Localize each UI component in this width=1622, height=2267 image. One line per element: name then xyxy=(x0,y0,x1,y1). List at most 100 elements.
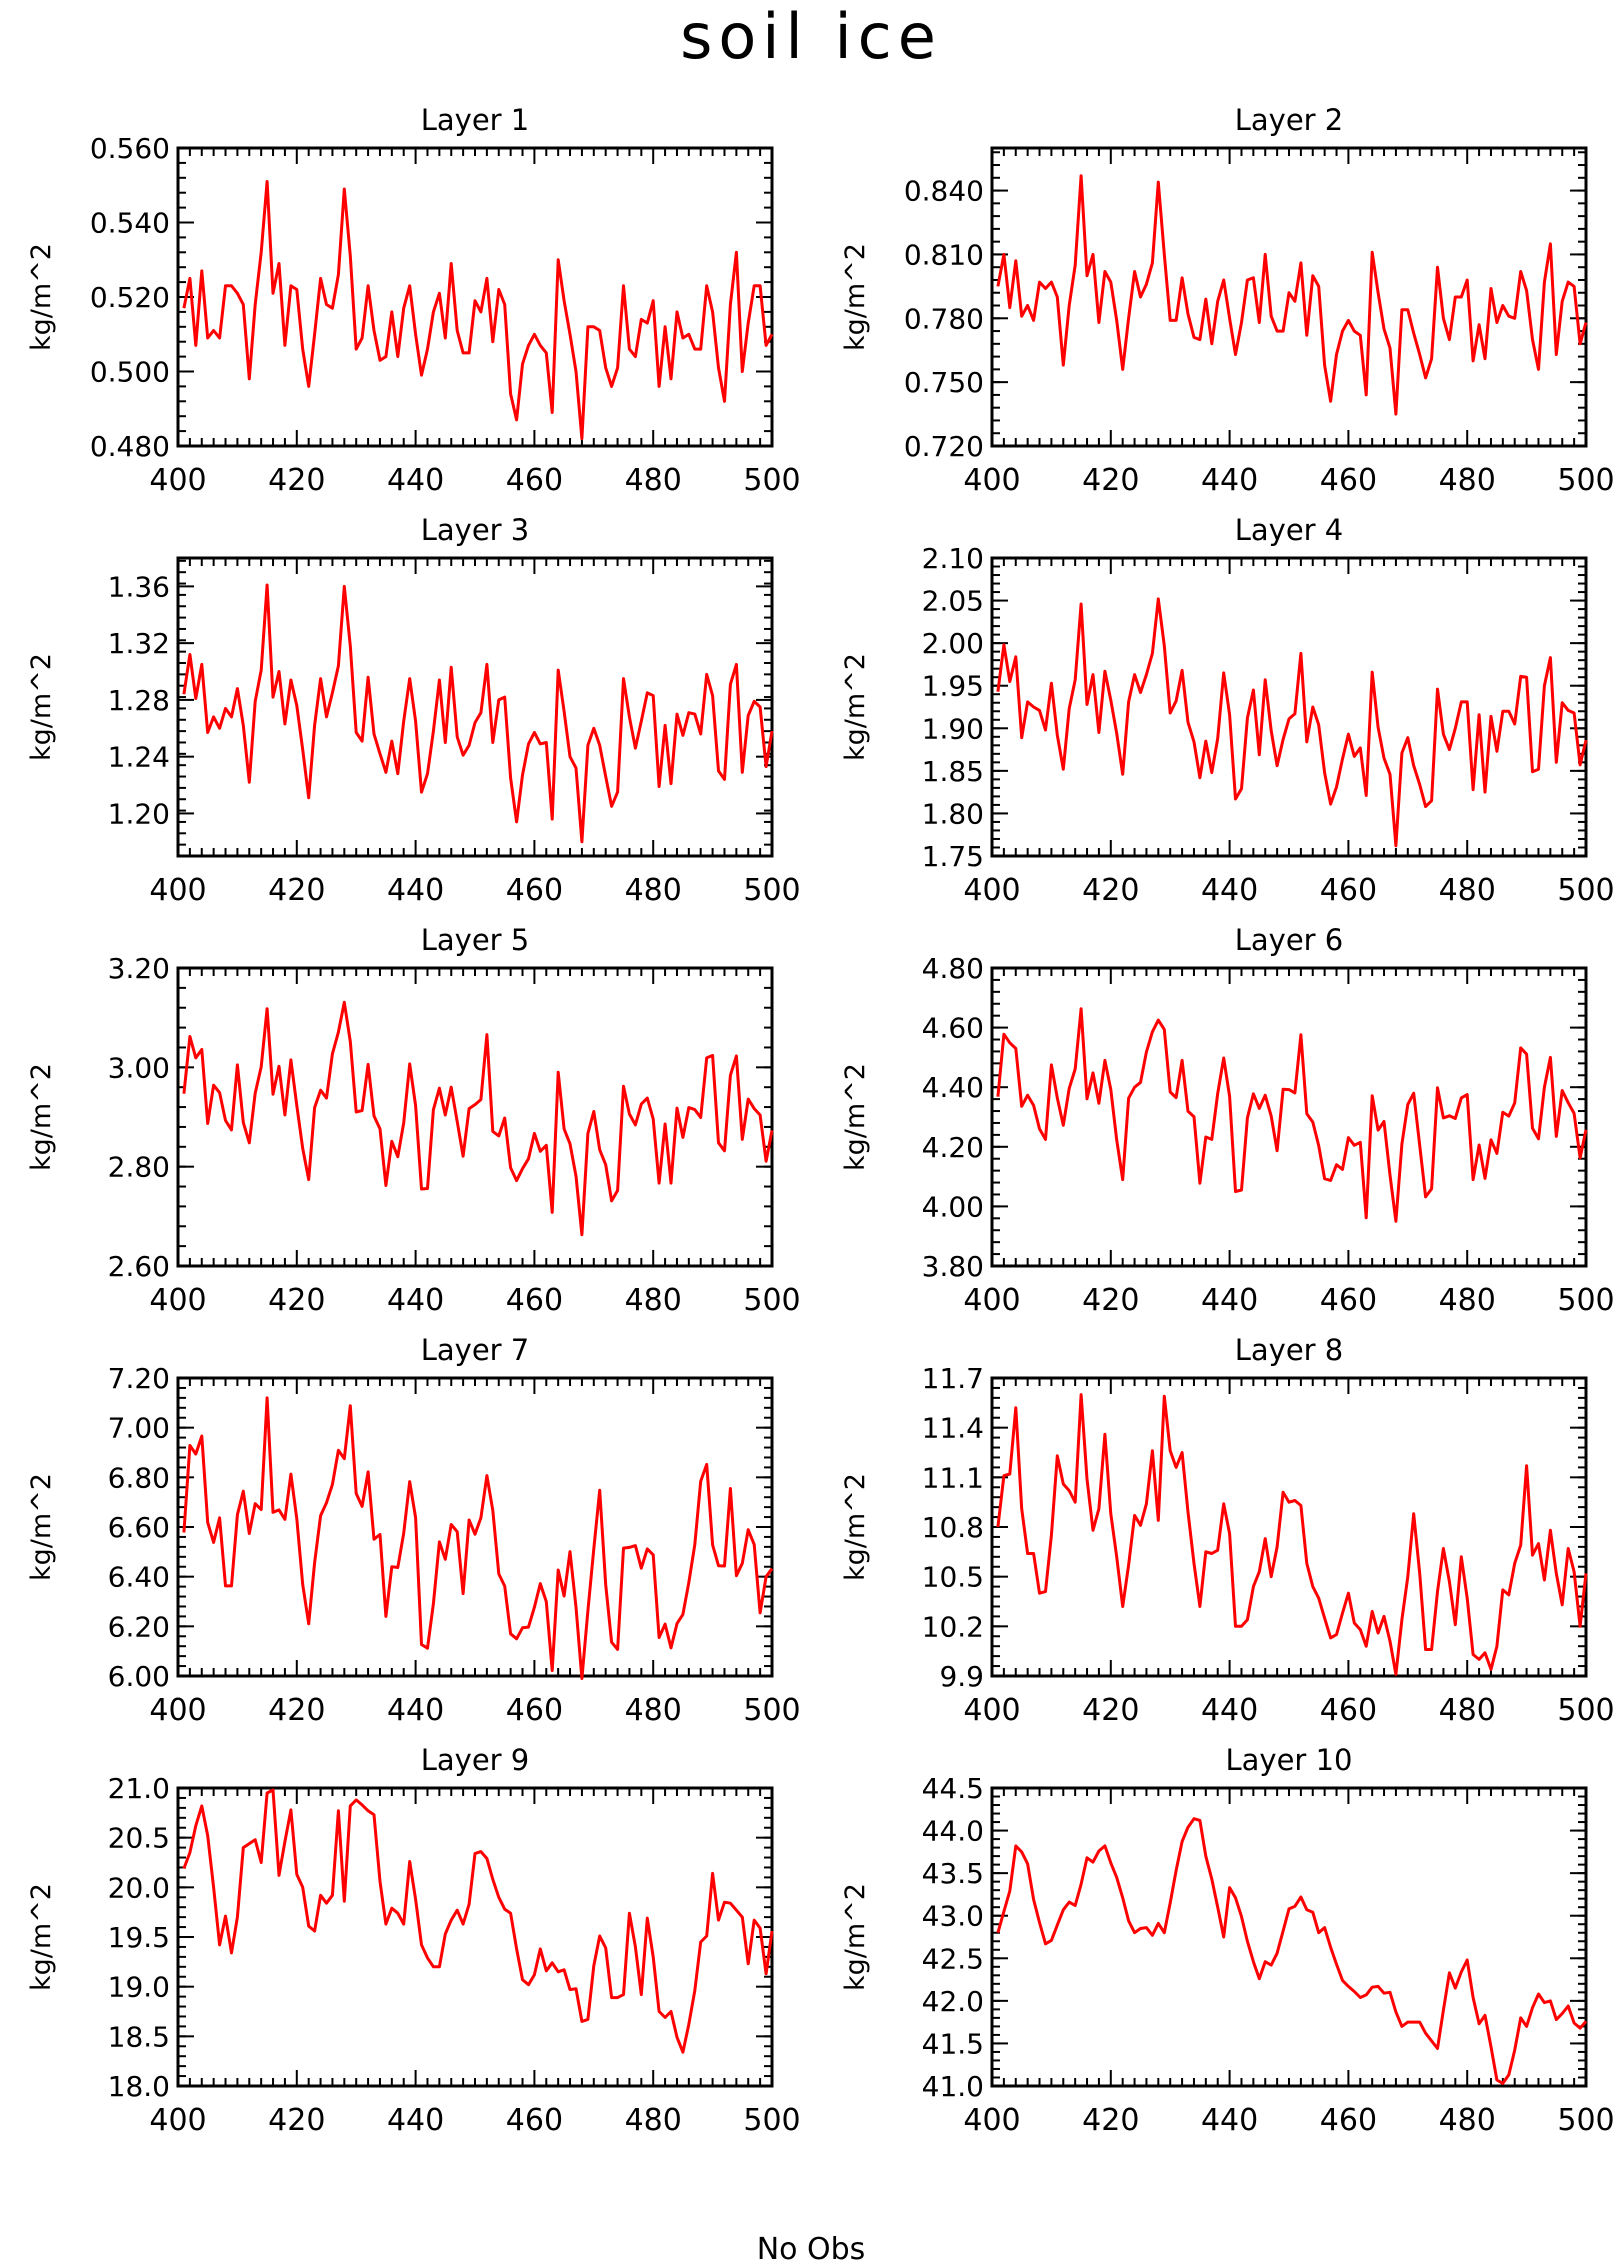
plot-frame xyxy=(990,1786,1588,2088)
x-tick-label: 480 xyxy=(1439,1283,1496,1318)
x-tick-label: 400 xyxy=(963,873,1020,908)
x-tick-label: 460 xyxy=(1320,1283,1377,1318)
y-tick-label: 1.28 xyxy=(108,684,170,717)
panel-title: Layer 8 xyxy=(1235,1333,1344,1367)
y-axis-label: kg/m^2 xyxy=(26,653,57,761)
x-tick-label: 500 xyxy=(1557,1693,1614,1728)
panel-layer-8: Layer 8 400 420 440 460 480 500 9.9 10.2 10.5 10.8… xyxy=(840,1333,1615,1728)
x-tick-label: 460 xyxy=(506,463,563,498)
x-tick-label: 500 xyxy=(743,1283,800,1318)
y-tick-label: 1.95 xyxy=(922,670,984,703)
y-tick-label: 2.05 xyxy=(922,585,984,618)
y-tick-label: 2.00 xyxy=(922,627,984,660)
y-tick-label: 4.40 xyxy=(922,1071,984,1104)
y-tick-label: 11.7 xyxy=(922,1362,984,1395)
x-tick-label: 400 xyxy=(963,1283,1020,1318)
series-line xyxy=(182,1788,774,2054)
panel-layer-1: Layer 1 400 420 440 460 480 500 0.480 0.500 0.520… xyxy=(26,103,801,498)
series-line xyxy=(996,1817,1588,2085)
y-tick-label: 11.1 xyxy=(922,1461,984,1494)
y-tick-label: 1.36 xyxy=(108,570,170,603)
y-tick-label: 42.0 xyxy=(922,1985,984,2018)
panel-layer-6: Layer 6 400 420 440 460 480 500 3.80 4.00 4.20 4.4… xyxy=(840,923,1615,1318)
y-tick-label: 21.0 xyxy=(108,1772,170,1805)
y-axis-label: kg/m^2 xyxy=(840,1883,871,1991)
x-tick-label: 500 xyxy=(1557,463,1614,498)
y-tick-label: 3.00 xyxy=(108,1051,170,1084)
x-tick-label: 480 xyxy=(1439,1693,1496,1728)
y-tick-label: 4.60 xyxy=(922,1012,984,1045)
y-tick-label: 0.480 xyxy=(90,430,170,463)
x-tick-label: 460 xyxy=(1320,1693,1377,1728)
series-line xyxy=(996,597,1588,848)
y-tick-label: 1.24 xyxy=(108,741,170,774)
x-tick-label: 400 xyxy=(963,2103,1020,2138)
x-tick-label: 460 xyxy=(506,873,563,908)
x-tick-label: 460 xyxy=(506,1693,563,1728)
y-tick-label: 2.10 xyxy=(922,542,984,575)
y-axis-label: kg/m^2 xyxy=(840,653,871,761)
panel-layer-7: Layer 7 400 420 440 460 480 500 6.00 6.20 6.40 6.6… xyxy=(26,1333,801,1728)
x-tick-label: 420 xyxy=(1082,873,1139,908)
x-tick-label: 500 xyxy=(1557,873,1614,908)
x-tick-label: 480 xyxy=(625,463,682,498)
y-tick-label: 3.20 xyxy=(108,952,170,985)
x-tick-label: 440 xyxy=(1201,463,1258,498)
x-tick-label: 440 xyxy=(387,1693,444,1728)
y-tick-label: 6.20 xyxy=(108,1610,170,1643)
x-tick-label: 420 xyxy=(1082,1693,1139,1728)
y-tick-label: 4.00 xyxy=(922,1190,984,1223)
x-tick-label: 420 xyxy=(1082,463,1139,498)
panel-layer-5: Layer 5 400 420 440 460 480 500 2.60 2.80 3.00 3.2… xyxy=(26,923,801,1318)
panel-layer-3: Layer 3 400 420 440 460 480 500 1.20 1.24 1.28 1.3… xyxy=(26,513,801,908)
y-tick-label: 1.80 xyxy=(922,797,984,830)
y-tick-label: 1.32 xyxy=(108,627,170,660)
y-tick-label: 0.780 xyxy=(904,302,984,335)
y-tick-label: 3.80 xyxy=(922,1250,984,1283)
series-line xyxy=(182,583,774,844)
series-line xyxy=(996,174,1588,416)
plot-frame xyxy=(990,1376,1588,1678)
y-tick-label: 0.750 xyxy=(904,366,984,399)
x-tick-label: 500 xyxy=(743,463,800,498)
y-tick-label: 0.500 xyxy=(90,356,170,389)
y-axis-label: kg/m^2 xyxy=(840,1473,871,1581)
x-tick-label: 480 xyxy=(1439,2103,1496,2138)
y-tick-label: 6.00 xyxy=(108,1660,170,1693)
panel-title: Layer 9 xyxy=(421,1743,530,1777)
x-tick-label: 460 xyxy=(506,1283,563,1318)
y-tick-label: 1.90 xyxy=(922,712,984,745)
y-axis-label: kg/m^2 xyxy=(26,243,57,351)
y-tick-label: 6.60 xyxy=(108,1511,170,1544)
panel-title: Layer 3 xyxy=(421,513,530,547)
x-tick-label: 400 xyxy=(149,1283,206,1318)
x-tick-label: 460 xyxy=(1320,2103,1377,2138)
y-axis-label: kg/m^2 xyxy=(26,1063,57,1171)
x-tick-label: 400 xyxy=(149,1693,206,1728)
x-tick-label: 480 xyxy=(625,1283,682,1318)
x-tick-label: 400 xyxy=(149,2103,206,2138)
x-axis-caption: No Obs xyxy=(756,2232,866,2267)
x-tick-label: 400 xyxy=(963,463,1020,498)
x-tick-label: 440 xyxy=(387,463,444,498)
panel-layer-10: Layer 10 400 420 440 460 480 500 41.0 41.5 42.0 42… xyxy=(840,1743,1615,2138)
x-tick-label: 420 xyxy=(1082,2103,1139,2138)
y-axis-label: kg/m^2 xyxy=(840,1063,871,1171)
y-tick-label: 19.5 xyxy=(108,1921,170,1954)
x-tick-label: 440 xyxy=(387,1283,444,1318)
y-tick-label: 9.9 xyxy=(939,1660,984,1693)
x-tick-label: 480 xyxy=(625,873,682,908)
x-tick-label: 420 xyxy=(268,873,325,908)
panel-layer-9: Layer 9 400 420 440 460 480 500 18.0 18.5 19.0 19.… xyxy=(26,1743,801,2138)
x-tick-label: 500 xyxy=(1557,2103,1614,2138)
figure-title: soil ice xyxy=(680,0,942,73)
x-tick-label: 440 xyxy=(1201,1283,1258,1318)
x-tick-label: 460 xyxy=(506,2103,563,2138)
y-tick-label: 0.520 xyxy=(90,281,170,314)
panel-title: Layer 2 xyxy=(1235,103,1344,137)
x-tick-label: 500 xyxy=(1557,1283,1614,1318)
y-tick-label: 2.80 xyxy=(108,1151,170,1184)
panel-title: Layer 7 xyxy=(421,1333,530,1367)
y-tick-label: 2.60 xyxy=(108,1250,170,1283)
y-tick-label: 18.0 xyxy=(108,2070,170,2103)
